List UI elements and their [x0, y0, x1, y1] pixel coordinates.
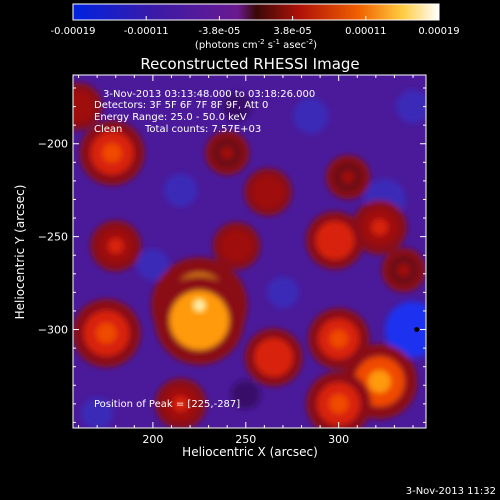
colorbar-unit: (photons cm-2 s-1 asec-2) — [195, 38, 317, 51]
heatmap-cold-source — [293, 98, 329, 134]
heatmap-hot-core — [185, 306, 213, 334]
heatmap-hot-core — [397, 263, 411, 277]
heatmap-cold-source — [385, 301, 426, 358]
y-tick-label: −250 — [38, 231, 68, 244]
heatmap-hot-core — [220, 146, 234, 160]
annotation-detectors: Detectors: 3F 5F 6F 7F 8F 9F, Att 0 — [94, 100, 268, 111]
plot-frame — [72, 74, 427, 429]
heatmap-hot-core — [173, 396, 189, 412]
heatmap-hot-core — [260, 184, 276, 200]
y-tick-label: −200 — [38, 138, 68, 151]
x-axis-label: Heliocentric X (arcsec) — [182, 445, 318, 459]
heatmap-hot-core — [371, 219, 388, 236]
chart-title: Reconstructed RHESSI Image — [140, 55, 359, 73]
x-tick-label: 200 — [142, 433, 163, 446]
axis-ticks: 200 250 300 −200 −250 −300 — [38, 75, 426, 446]
y-tick-label: −300 — [38, 324, 68, 337]
heatmap-cold-source — [231, 379, 261, 410]
heatmap-hot-core — [368, 370, 391, 393]
heatmap-hot-core — [341, 170, 355, 184]
x-tick-label: 250 — [235, 433, 256, 446]
colorbar-tick-label: -0.00019 — [51, 26, 96, 37]
heatmap-hot-core — [326, 231, 344, 250]
annotation-peak: Position of Peak = [225,-287] — [94, 399, 240, 410]
heatmap-hot-core — [328, 394, 349, 414]
heatmap-hot-core — [329, 329, 348, 349]
heatmap-hot-core — [229, 238, 244, 254]
heatmap-cold-source — [267, 276, 299, 309]
heatmap-hot-core — [73, 99, 86, 114]
colorbar-ticks: -0.00019 -0.00011 -3.8e-05 3.8e-05 0.00011 0.… — [51, 16, 460, 37]
minimum-marker — [414, 327, 420, 333]
heatmap-hot-core — [108, 238, 124, 254]
colorbar-tick-label: -3.8e-05 — [198, 26, 240, 37]
colorbar-tick-label: 3.8e-05 — [273, 26, 311, 37]
annotation-counts: Total counts: 7.57E+03 — [144, 124, 261, 135]
heatmap-cold-source — [396, 89, 426, 124]
heatmap-hot-core — [102, 143, 122, 163]
annotation-time-range: 3-Nov-2013 03:13:48.000 to 03:18:26.000 — [103, 89, 315, 100]
heatmap-cold-source — [221, 91, 252, 122]
heatmap-cold-source — [81, 397, 113, 428]
colorbar-tick-label: 0.00019 — [418, 26, 459, 37]
heatmap-hot-core — [264, 348, 283, 367]
colorbar — [72, 3, 440, 21]
heatmap-hot-core — [96, 323, 117, 344]
heatmap-area — [73, 75, 426, 428]
colorbar-tick-label: -0.00011 — [124, 26, 169, 37]
annotation-energy: Energy Range: 25.0 - 50.0 keV — [94, 112, 247, 123]
footer-timestamp: 3-Nov-2013 11:32 — [406, 486, 496, 497]
heatmap-peak-core — [192, 298, 207, 313]
heatmap-cold-source — [164, 173, 198, 207]
annotation-method: Clean — [94, 124, 122, 135]
x-tick-label: 300 — [328, 433, 349, 446]
y-axis-label: Heliocentric Y (arcsec) — [13, 185, 27, 320]
heatmap-cold-source — [137, 248, 169, 281]
colorbar-tick-label: 0.00011 — [345, 26, 386, 37]
